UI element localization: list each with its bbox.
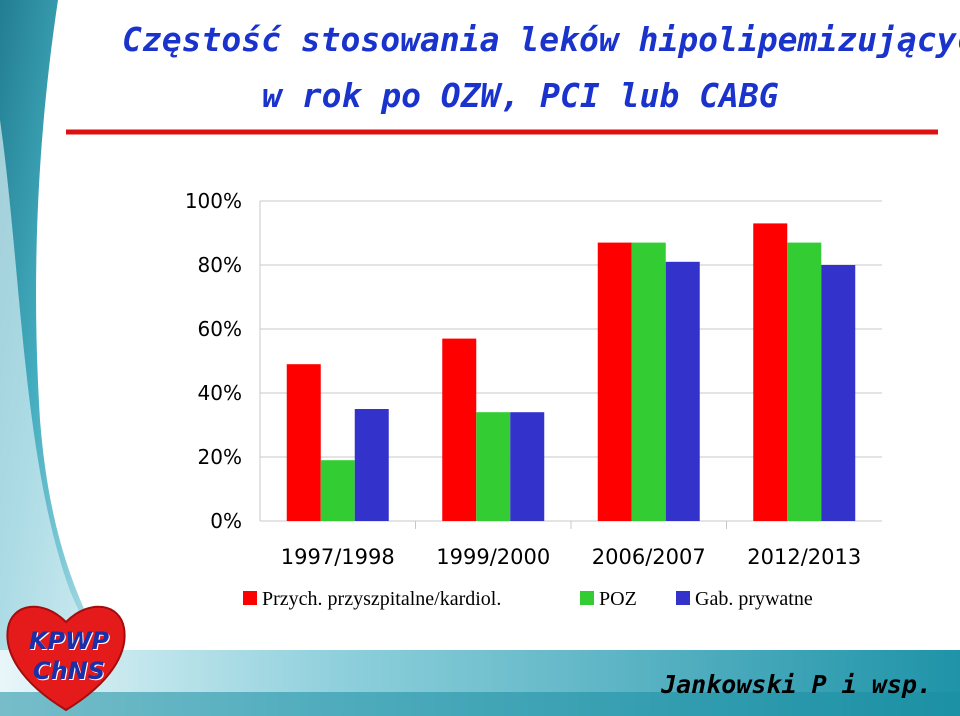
y-tick-label: 0%	[210, 509, 242, 533]
x-tick-label: 1997/1998	[281, 545, 395, 569]
legend-swatch	[580, 591, 594, 605]
logo-line-1: KPWP	[28, 627, 110, 655]
heart-logo-icon	[6, 605, 126, 712]
bar	[753, 223, 788, 521]
chart-bars	[286, 223, 856, 521]
bar	[821, 265, 856, 521]
legend-label: Gab. prywatne	[695, 588, 813, 610]
bar	[286, 364, 321, 521]
legend-swatch	[676, 591, 690, 605]
x-axis-tick-labels: 1997/1998 1999/2000 2006/2007 2012/2013	[281, 545, 861, 569]
author-citation: Jankowski P i wsp.	[661, 670, 932, 699]
bar	[510, 412, 545, 521]
x-tick-label: 2012/2013	[747, 545, 861, 569]
bar	[442, 338, 477, 521]
y-tick-label: 80%	[198, 253, 242, 277]
y-tick-label: 40%	[198, 381, 242, 405]
legend-label: POZ	[599, 588, 637, 610]
bar	[597, 242, 632, 521]
bar	[665, 261, 700, 521]
slide-title-line-2: w rok po OZW, PCI lub CABG	[262, 76, 779, 115]
y-tick-label: 100%	[185, 189, 242, 213]
background-swoosh-light	[0, 120, 120, 660]
y-axis-tick-labels: 0% 20% 40% 60% 80% 100%	[185, 189, 242, 533]
x-tick-label: 2006/2007	[592, 545, 706, 569]
slide-title-line-1: Częstość stosowania leków hipolipemizują…	[122, 20, 960, 59]
bottom-band-lower	[0, 692, 960, 716]
bar	[476, 412, 511, 521]
y-tick-label: 20%	[198, 445, 242, 469]
chart-legend: Przych. przyszpitalne/kardiol. POZ Gab. pr…	[243, 588, 813, 610]
logo-line-2: ChNS	[32, 657, 106, 685]
bar	[354, 409, 389, 521]
y-tick-label: 60%	[198, 317, 242, 341]
legend-label: Przych. przyszpitalne/kardiol.	[262, 588, 501, 610]
x-tick-label: 1999/2000	[436, 545, 550, 569]
bar-chart: 0% 20% 40% 60% 80% 100% 1997/1998 1999/2000 200…	[185, 189, 882, 610]
bar	[787, 242, 822, 521]
logo-text: KPWP ChNS	[14, 626, 124, 686]
legend-swatch	[243, 591, 257, 605]
bar	[631, 242, 666, 521]
bar	[320, 460, 355, 521]
